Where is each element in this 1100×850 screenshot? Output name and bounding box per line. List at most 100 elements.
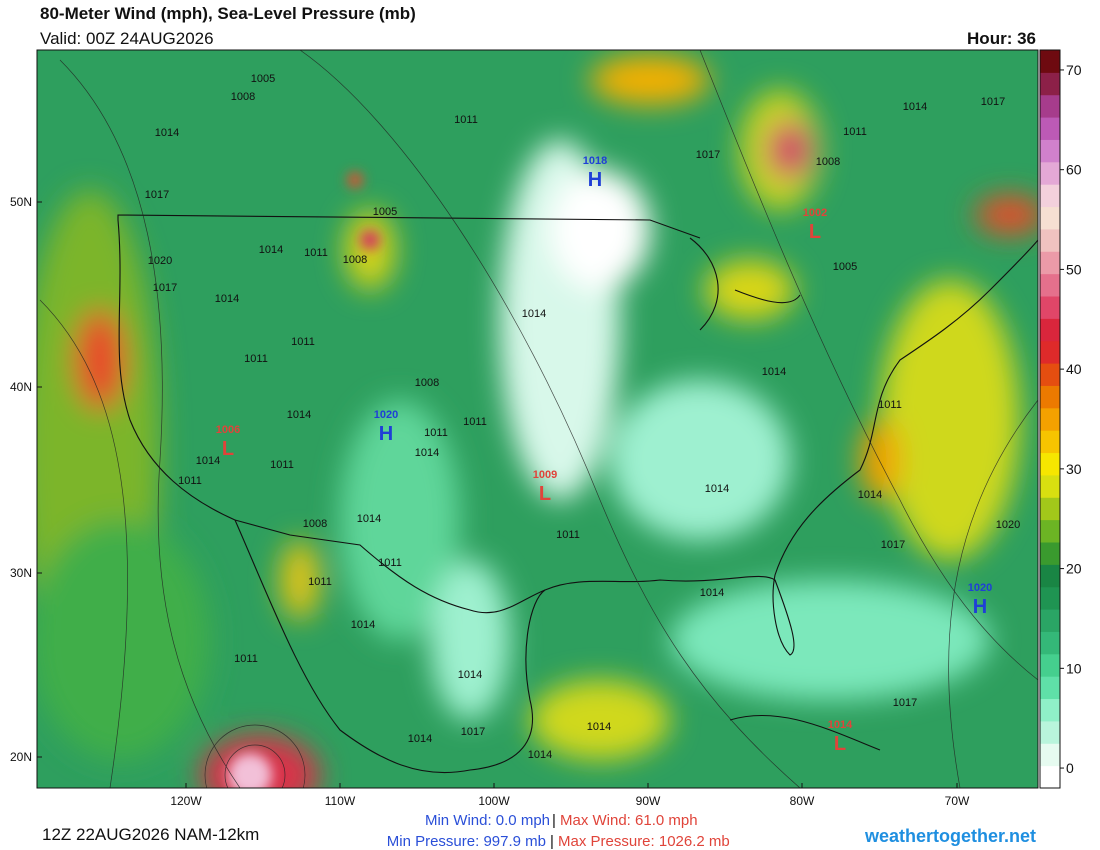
isobar-label: 1011 — [308, 576, 332, 588]
center-value: 1020 — [374, 409, 398, 421]
colorbar-swatch — [1040, 94, 1060, 118]
map-labels: 50N 40N 30N 20N 120W 110W 100W 90W 80W 70W 1005 100… — [10, 73, 1020, 808]
colorbar-swatch — [1040, 407, 1060, 431]
isobar-label: 1011 — [244, 353, 268, 365]
colorbar-swatch — [1040, 318, 1060, 342]
isobar-label: 1020 — [148, 255, 172, 267]
isobar-label: 1014 — [458, 669, 482, 681]
colorbar-swatch — [1040, 497, 1060, 521]
lat-label: 50N — [10, 195, 32, 209]
isobars — [39, 50, 1038, 788]
isobar-label: 1011 — [291, 336, 315, 348]
separator: | — [552, 812, 556, 829]
isobar-label: 1014 — [357, 513, 381, 525]
lon-label: 100W — [478, 794, 510, 808]
max-pressure: Max Pressure: 1026.2 mb — [558, 833, 730, 850]
isobar-label: 1011 — [304, 247, 328, 259]
isobar-label: 1008 — [816, 156, 840, 168]
colorbar-swatch — [1040, 542, 1060, 565]
isobar-label: 1014 — [155, 127, 179, 139]
isobar-label: 1014 — [587, 721, 611, 733]
isobar-label: 1008 — [231, 91, 255, 103]
center-letter: L — [834, 733, 846, 755]
isobar-label: 1008 — [415, 377, 439, 389]
colorbar-swatch — [1040, 765, 1060, 789]
colorbar-swatch — [1040, 251, 1060, 275]
center-letter: L — [222, 438, 234, 460]
isobar-label: 1014 — [700, 587, 724, 599]
colorbar-tick-label: 30 — [1066, 461, 1082, 477]
forecast-hour: Hour: 36 — [967, 29, 1036, 48]
isobar-label: 1011 — [454, 114, 478, 126]
center-value: 1020 — [968, 582, 992, 594]
center-value: 1002 — [803, 207, 827, 219]
colorbar-swatch — [1040, 474, 1060, 498]
title: 80-Meter Wind (mph), Sea-Level Pressure … — [40, 4, 416, 23]
colorbar: 0 10 20 30 40 50 60 70 — [1039, 49, 1082, 789]
isobar-label: 1008 — [303, 518, 327, 530]
colorbar-swatch — [1040, 653, 1060, 677]
min-pressure: Min Pressure: 997.9 mb — [387, 833, 546, 850]
isobar-label: 1014 — [903, 101, 927, 113]
lon-label: 70W — [945, 794, 970, 808]
center-value: 1018 — [583, 155, 607, 167]
isobar-label: 1017 — [696, 149, 720, 161]
map-frame — [36, 49, 1039, 789]
separator: | — [550, 833, 554, 850]
lat-label: 20N — [10, 750, 32, 764]
isobar-label: 1014 — [522, 308, 546, 320]
center-value: 1009 — [533, 469, 557, 481]
colorbar-swatch — [1040, 363, 1060, 386]
colorbar-swatch — [1040, 296, 1060, 319]
model-run: 12Z 22AUG2026 NAM-12km — [42, 825, 259, 844]
colorbar-swatch — [1040, 117, 1060, 140]
colorbar-swatch — [1040, 698, 1060, 722]
isobar-label: 1005 — [373, 206, 397, 218]
colorbar-swatch — [1040, 609, 1060, 632]
isobar-label: 1011 — [378, 557, 402, 569]
colorbar-swatch — [1040, 273, 1060, 297]
valid-time: Valid: 00Z 24AUG2026 — [40, 29, 214, 48]
isobar-label: 1020 — [996, 519, 1020, 531]
colorbar-swatch — [1040, 340, 1060, 364]
isobar-label: 1011 — [424, 427, 448, 439]
colorbar-swatch — [1040, 564, 1060, 588]
lat-label: 40N — [10, 380, 32, 394]
colorbar-swatch — [1040, 50, 1060, 73]
isobar-label: 1014 — [528, 749, 552, 761]
isobar-label: 1017 — [153, 282, 177, 294]
isobar-label: 1014 — [415, 447, 439, 459]
colorbar-swatch — [1040, 519, 1060, 543]
isobar-label: 1017 — [145, 189, 169, 201]
isobar-label: 1014 — [858, 489, 882, 501]
isobar-label: 1011 — [878, 399, 902, 411]
isobar-label: 1017 — [893, 697, 917, 709]
center-letter: L — [539, 483, 551, 505]
colorbar-swatch — [1040, 72, 1060, 96]
colorbar-tick-label: 60 — [1066, 162, 1082, 178]
center-letter: H — [588, 169, 602, 191]
map-field — [37, 50, 1038, 788]
isobar-label: 1011 — [556, 529, 580, 541]
colorbar-tick-label: 40 — [1066, 361, 1082, 377]
isobar-label: 1011 — [843, 126, 867, 138]
colorbar-swatch — [1040, 206, 1060, 230]
colorbar-swatch — [1040, 631, 1060, 655]
lon-label: 120W — [170, 794, 202, 808]
isobar-label: 1017 — [461, 726, 485, 738]
colorbar-swatch — [1040, 743, 1060, 767]
colorbar-tick-label: 50 — [1066, 261, 1082, 277]
center-letter: L — [809, 221, 821, 243]
isobar-label: 1005 — [833, 261, 857, 273]
lon-label: 80W — [790, 794, 815, 808]
isobar-label: 1017 — [881, 539, 905, 551]
colorbar-swatch — [1040, 452, 1060, 476]
isobar-label: 1014 — [762, 366, 786, 378]
colorbar-swatch — [1040, 184, 1060, 208]
isobar-label: 1011 — [270, 459, 294, 471]
colorbar-swatch — [1040, 430, 1060, 454]
colorbar-frame — [1039, 49, 1061, 789]
colorbar-swatch — [1040, 228, 1060, 252]
colorbar-swatch — [1040, 720, 1060, 744]
